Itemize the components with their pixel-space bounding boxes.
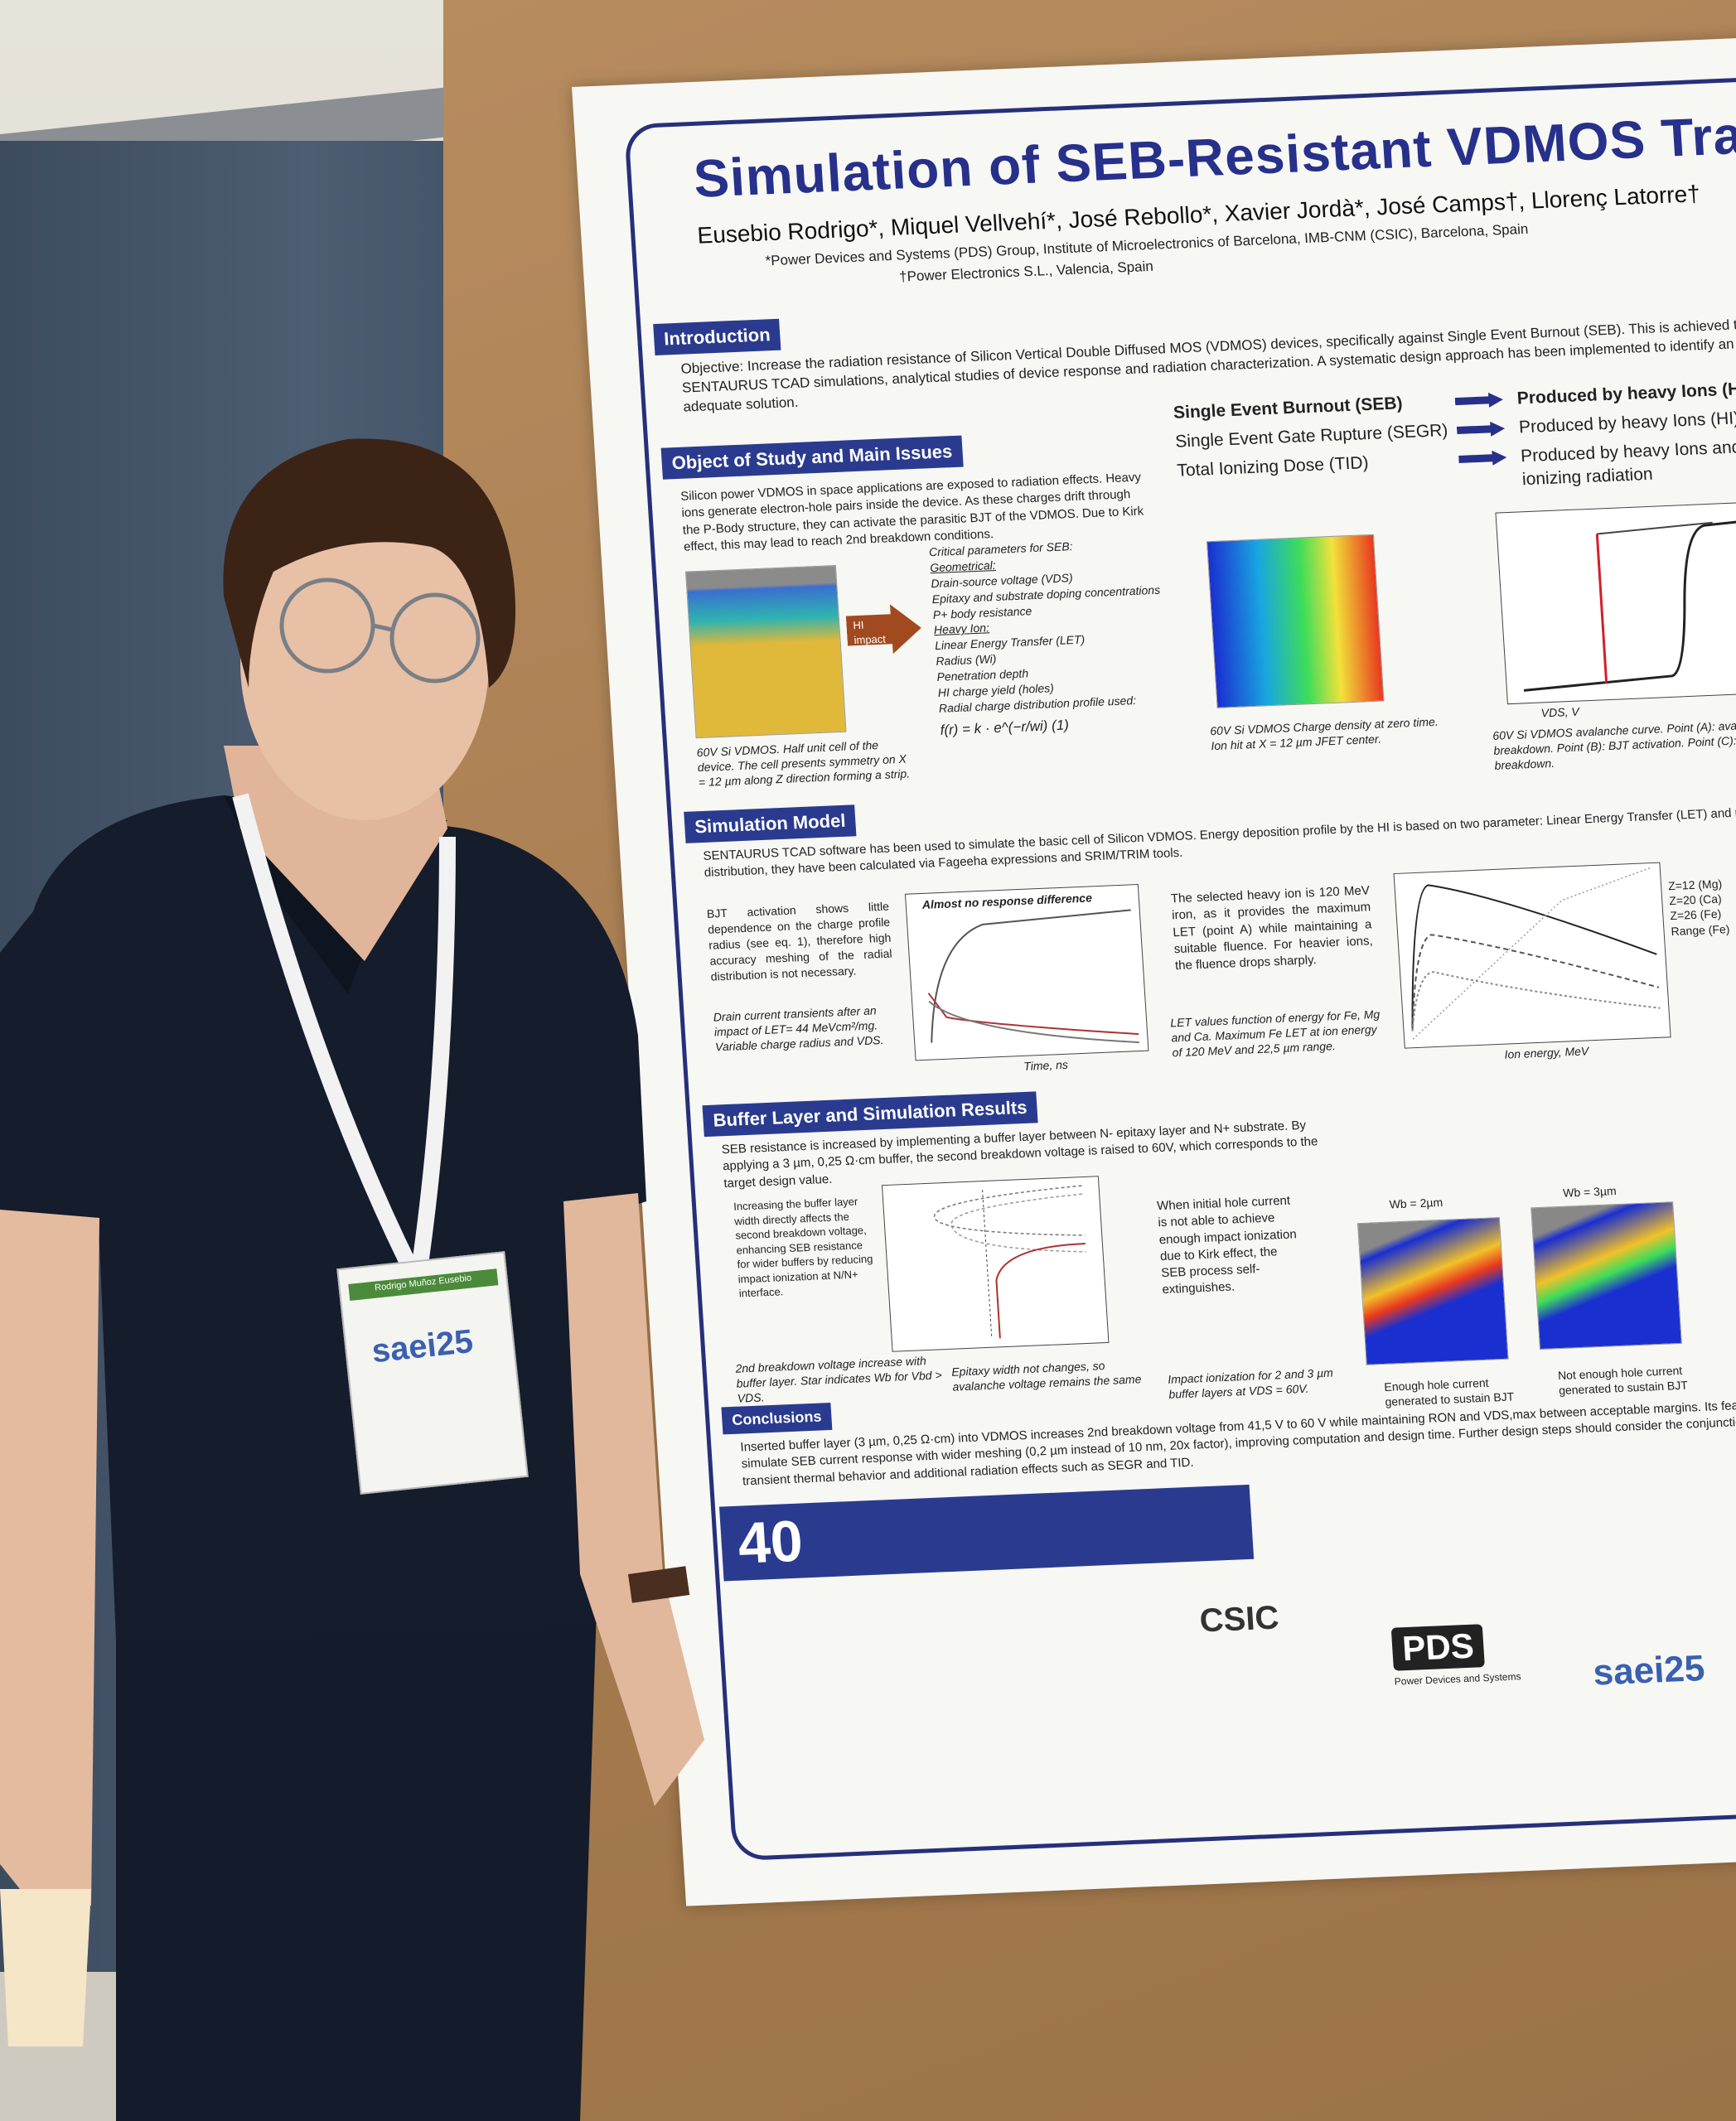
avalanche-plot	[1495, 500, 1736, 705]
drain-current-plot	[904, 883, 1149, 1061]
badge-logo: saei25	[370, 1322, 475, 1370]
avalanche-curve	[1523, 517, 1736, 692]
let-curves	[1411, 867, 1661, 1040]
drain-current-curves	[927, 909, 1139, 1044]
buffer-plot	[881, 1176, 1110, 1352]
let-plot	[1393, 862, 1671, 1049]
name-badge: Rodrigo Muñoz Eusebio saei25	[336, 1251, 529, 1495]
buffer-curves	[933, 1185, 1086, 1339]
poster: Simulation of SEB-Resistant VDMOS Transi…	[572, 34, 1736, 1906]
